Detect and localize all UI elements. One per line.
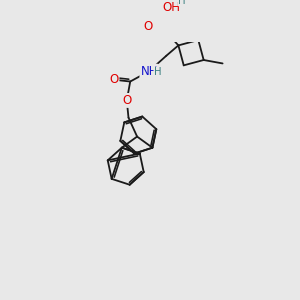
Text: O: O <box>109 73 119 86</box>
Text: H: H <box>154 67 161 77</box>
Text: OH: OH <box>163 1 181 14</box>
Text: O: O <box>144 20 153 33</box>
Text: NH: NH <box>140 65 158 78</box>
Text: O: O <box>122 94 131 107</box>
Text: H: H <box>178 0 186 6</box>
